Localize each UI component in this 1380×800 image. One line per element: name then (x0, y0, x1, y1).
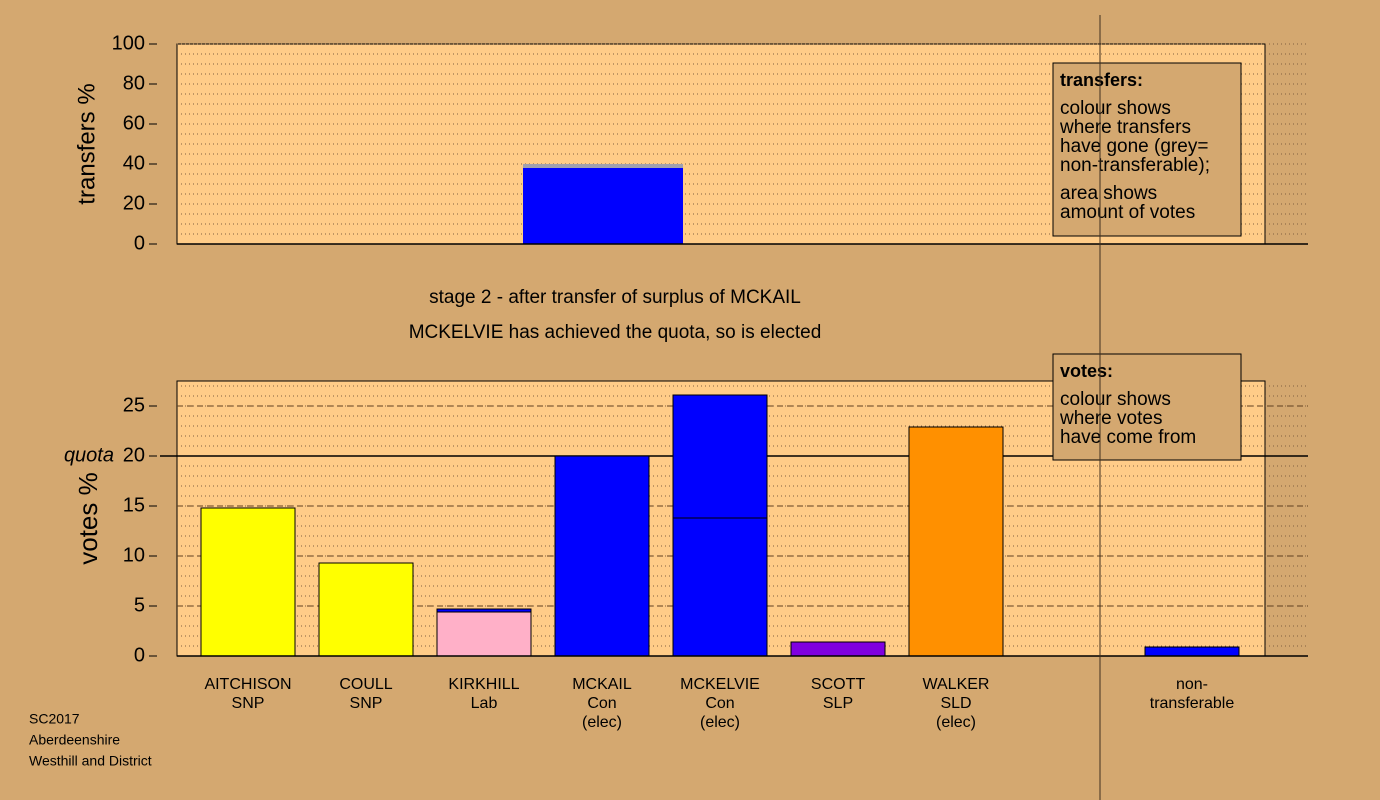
bar (790, 641, 886, 657)
y-tick-label: 60 (123, 112, 145, 134)
x-tick-label: SNP (350, 695, 383, 712)
y-tick-label: 80 (123, 72, 145, 94)
bar (672, 517, 768, 657)
x-tick-label: Lab (471, 695, 498, 712)
legend-title: transfers: (1060, 70, 1143, 90)
bar (672, 394, 768, 519)
footer: Aberdeenshire (29, 732, 120, 748)
y-tick-label: 25 (123, 394, 145, 416)
transfer-bar (523, 164, 683, 168)
bar (436, 608, 532, 613)
legend-text: colour shows (1060, 98, 1171, 119)
legend-text: area shows (1060, 183, 1157, 204)
bar (908, 426, 1004, 657)
bar (318, 562, 414, 657)
x-tick-label: SNP (232, 695, 265, 712)
bar (554, 455, 650, 657)
x-tick-label: KIRKHILL (448, 676, 519, 693)
legend-text: have gone (grey= (1060, 136, 1208, 157)
y-tick-label: 40 (123, 152, 145, 174)
x-tick-label: MCKAIL (572, 676, 632, 693)
x-tick-label: (elec) (582, 714, 622, 731)
transfer-bar (523, 168, 683, 244)
y-tick-label: 20 (123, 444, 145, 466)
y-tick-label: 15 (123, 494, 145, 516)
footer: Westhill and District (29, 753, 152, 769)
x-tick-label: SCOTT (811, 676, 865, 693)
x-tick-label: Con (587, 695, 616, 712)
stage-line: stage 2 - after transfer of surplus of M… (429, 287, 801, 308)
x-tick-label: (elec) (936, 714, 976, 731)
y-tick-label: 20 (123, 192, 145, 214)
legend-text: amount of votes (1060, 202, 1195, 223)
legend-text: colour shows (1060, 389, 1171, 410)
x-tick-label: non- (1176, 676, 1208, 693)
y-tick-label: 0 (134, 232, 145, 254)
x-tick-label: MCKELVIE (680, 676, 760, 693)
legend-box (1052, 62, 1242, 237)
legend-text: non-transferable); (1060, 155, 1210, 176)
y-tick-label: 10 (123, 544, 145, 566)
bar (436, 611, 532, 657)
y-tick-label: 0 (134, 644, 145, 666)
x-tick-label: transferable (1150, 695, 1235, 712)
stage-line: MCKELVIE has achieved the quota, so is e… (409, 322, 822, 343)
legend-title: votes: (1060, 361, 1113, 381)
quota-label: quota (64, 444, 114, 466)
y-tick-label: 100 (112, 32, 145, 54)
legend-text: where votes (1059, 408, 1162, 429)
bar (1144, 646, 1240, 657)
x-tick-label: WALKER (923, 676, 990, 693)
legend-text: where transfers (1059, 117, 1191, 138)
x-tick-label: (elec) (700, 714, 740, 731)
legend-text: have come from (1060, 427, 1196, 448)
y-axis-label: votes % (73, 472, 103, 565)
y-tick-label: 5 (134, 594, 145, 616)
x-tick-label: Con (705, 695, 734, 712)
x-tick-label: SLP (823, 695, 853, 712)
x-tick-label: AITCHISON (204, 676, 291, 693)
footer: SC2017 (29, 711, 80, 727)
legend-box (1052, 353, 1242, 461)
y-axis-label: transfers % (73, 83, 100, 204)
x-tick-label: COULL (339, 676, 392, 693)
bar (200, 507, 296, 657)
x-tick-label: SLD (940, 695, 971, 712)
